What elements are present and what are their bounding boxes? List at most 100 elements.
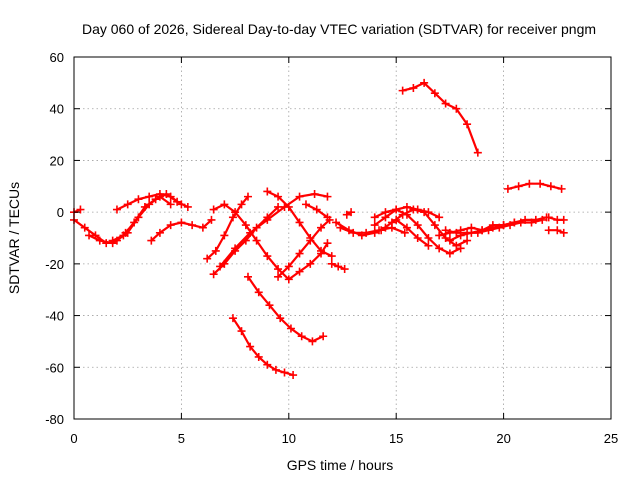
- data-point: [295, 249, 304, 258]
- data-point: [276, 314, 285, 323]
- data-point: [546, 182, 555, 191]
- series-track-19: [342, 208, 356, 219]
- data-point: [467, 228, 476, 237]
- data-point: [130, 218, 139, 227]
- data-point: [312, 205, 321, 214]
- data-point: [544, 226, 553, 235]
- data-point: [108, 236, 117, 245]
- series-track-23: [392, 215, 433, 250]
- data-point: [220, 200, 229, 209]
- data-point: [263, 360, 272, 369]
- data-point: [413, 234, 422, 242]
- x-tick-label: 0: [70, 431, 77, 446]
- y-tick-label: -40: [45, 309, 64, 324]
- x-tick-label: 25: [604, 431, 618, 446]
- series-line: [277, 218, 331, 278]
- series-track-29: [544, 213, 568, 224]
- data-point: [145, 192, 154, 201]
- data-point: [274, 272, 283, 281]
- data-point: [252, 236, 261, 245]
- data-point: [413, 205, 422, 214]
- y-axis-ticks: 60 40 20 0 -20 -40 -60 -80: [45, 50, 611, 427]
- series-line: [206, 195, 250, 260]
- data-point: [402, 223, 411, 232]
- data-point: [216, 262, 225, 271]
- series-track-04: [112, 190, 186, 214]
- data-point: [402, 202, 411, 211]
- data-point: [284, 275, 293, 284]
- data-point: [263, 187, 272, 196]
- data-point: [243, 272, 252, 281]
- data-point: [557, 184, 566, 193]
- data-point: [435, 244, 444, 253]
- data-point: [301, 200, 310, 209]
- data-point: [478, 226, 487, 235]
- data-point: [510, 218, 519, 227]
- series-track-18: [336, 223, 409, 237]
- data-point: [85, 231, 94, 240]
- data-point: [231, 208, 240, 217]
- data-point: [317, 246, 326, 255]
- y-tick-label: 20: [50, 153, 64, 168]
- data-point: [254, 352, 263, 361]
- data-point: [119, 231, 128, 240]
- data-point: [166, 200, 175, 209]
- series-line: [444, 218, 544, 234]
- data-point: [284, 262, 293, 271]
- data-point: [177, 218, 186, 227]
- data-point: [166, 192, 175, 201]
- data-point: [503, 184, 512, 193]
- data-point: [80, 223, 89, 232]
- data-point: [387, 218, 396, 227]
- data-point: [398, 210, 407, 219]
- data-point: [452, 241, 461, 250]
- data-point: [527, 218, 536, 227]
- data-point: [284, 202, 293, 211]
- data-point: [553, 226, 562, 235]
- data-point: [441, 99, 450, 108]
- data-point: [525, 179, 534, 188]
- data-point: [435, 231, 444, 240]
- data-point: [336, 223, 345, 232]
- data-point: [424, 208, 433, 217]
- series-line: [246, 275, 325, 343]
- series-track-02: [85, 192, 175, 248]
- data-point: [274, 192, 283, 201]
- x-tick-label: 15: [389, 431, 403, 446]
- data-point: [231, 244, 240, 253]
- y-tick-label: 40: [50, 102, 64, 117]
- data-point: [424, 241, 433, 250]
- data-point: [456, 244, 465, 253]
- series-track-03: [108, 190, 192, 245]
- data-point: [362, 228, 371, 237]
- data-point: [237, 200, 246, 209]
- series-track-07: [203, 192, 252, 263]
- data-point: [445, 249, 454, 258]
- data-point: [306, 259, 315, 268]
- data-point: [456, 231, 465, 240]
- data-point: [334, 262, 343, 271]
- series-track-30: [544, 226, 568, 237]
- data-point: [289, 371, 298, 380]
- data-point: [413, 221, 422, 230]
- data-point: [295, 267, 304, 276]
- series-track-28: [503, 179, 566, 193]
- series-track-27: [445, 218, 519, 245]
- series-track-24: [398, 78, 482, 157]
- data-point: [155, 228, 164, 237]
- data-point: [430, 221, 439, 230]
- data-point: [370, 213, 379, 222]
- data-point: [463, 120, 472, 129]
- series-track-15: [228, 314, 298, 380]
- data-point: [134, 195, 143, 204]
- data-point: [243, 192, 252, 201]
- series-track-16: [327, 259, 349, 274]
- series-layer: [70, 78, 568, 380]
- data-point: [398, 86, 407, 95]
- data-point: [452, 104, 461, 113]
- data-point: [317, 223, 326, 232]
- data-point: [430, 89, 439, 98]
- plot-frame: [73, 56, 612, 420]
- x-axis-ticks: 0 5 10 15 20 25: [70, 57, 618, 446]
- data-point: [559, 215, 568, 224]
